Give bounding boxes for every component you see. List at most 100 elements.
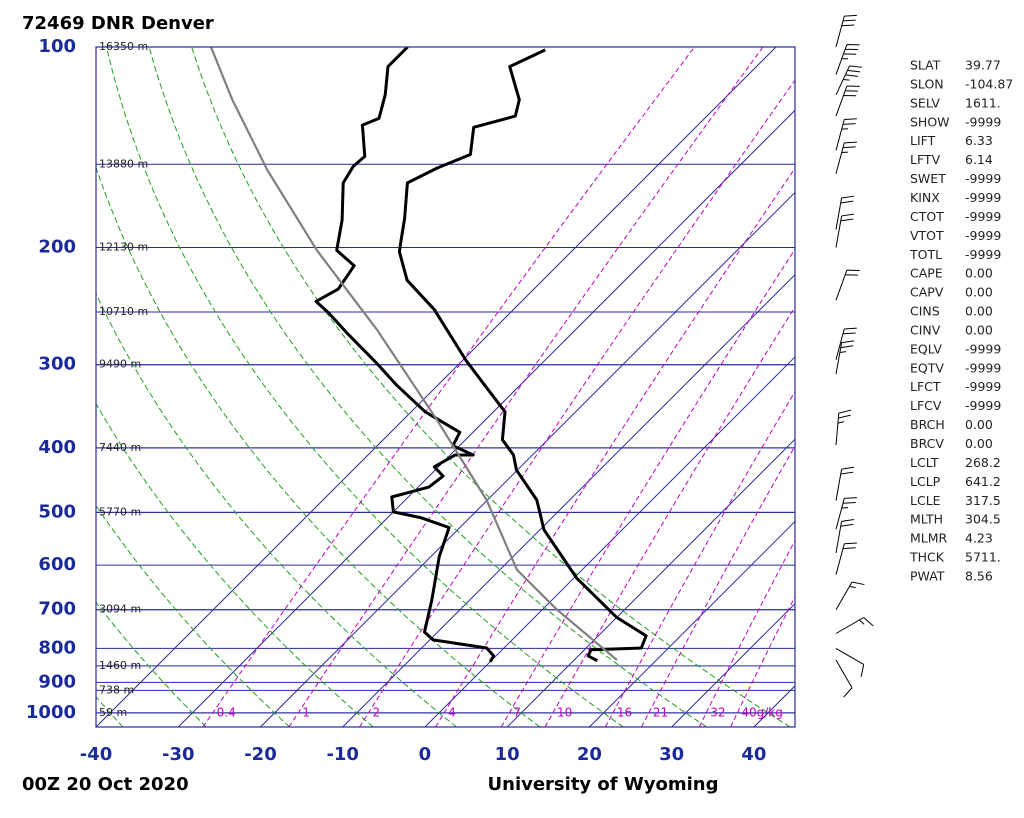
wind-barb: [835, 14, 857, 48]
mixing-ratio-label: 7: [513, 705, 521, 719]
index-value: -9999: [965, 341, 1001, 356]
index-name: CTOT: [910, 209, 944, 224]
index-name: BRCV: [910, 436, 944, 451]
index-name: CINV: [910, 322, 941, 337]
wind-barb: [835, 269, 860, 301]
wind-barb: [835, 85, 860, 117]
mixing-ratio-line: [544, 305, 795, 727]
index-name: SWET: [910, 171, 946, 186]
mixing-ratio-line: [202, 47, 695, 727]
index-name: LCLE: [910, 493, 941, 508]
height-label: 10710 m: [99, 305, 148, 318]
index-name: CAPV: [910, 285, 944, 300]
wind-barb: [835, 65, 863, 96]
profile-line: [314, 47, 496, 663]
x-tick-label: 10: [495, 744, 520, 765]
index-value: 641.2: [965, 474, 1001, 489]
index-value: -104.87: [965, 76, 1013, 91]
wind-barb: [835, 617, 874, 634]
height-label: 7440 m: [99, 441, 141, 454]
index-name: BRCH: [910, 417, 945, 432]
index-value: 1611.: [965, 95, 1001, 110]
index-value: -9999: [965, 360, 1001, 375]
index-name: LCLP: [910, 474, 941, 489]
wind-barb: [835, 213, 855, 248]
x-tick-label: -40: [80, 744, 113, 765]
dry-adiabat: [96, 166, 541, 727]
profile-line: [397, 48, 648, 663]
wind-barb: [835, 647, 865, 677]
index-value: -9999: [965, 247, 1001, 262]
mixing-ratio-label: 21: [653, 705, 668, 719]
index-value: 39.77: [965, 58, 1001, 73]
index-name: EQTV: [910, 360, 944, 375]
x-tick-label: 0: [419, 744, 432, 765]
index-value: 304.5: [965, 512, 1001, 527]
mixing-ratio-label: 1: [302, 705, 310, 719]
wind-barb: [835, 518, 855, 553]
index-value: 268.2: [965, 455, 1001, 470]
chart-subtitle: 00Z 20 Oct 2020: [22, 774, 189, 795]
index-name: SHOW: [910, 114, 950, 129]
mixing-ratio-line: [641, 445, 795, 727]
wind-barb: [835, 466, 855, 501]
index-value: 6.14: [965, 152, 993, 167]
index-value: 0.00: [965, 417, 993, 432]
index-name: EQLV: [910, 341, 942, 356]
index-value: 0.00: [965, 436, 993, 451]
wind-barb: [835, 43, 860, 75]
mixing-ratio-line: [500, 248, 795, 727]
isotherm: [342, 273, 795, 727]
index-value: -9999: [965, 171, 1001, 186]
index-name: LFCT: [910, 379, 941, 394]
y-tick-label: 300: [38, 354, 76, 375]
profiles: [209, 47, 648, 663]
index-value: -9999: [965, 190, 1001, 205]
x-tick-label: -10: [326, 744, 359, 765]
index-name: LCLT: [910, 455, 939, 470]
wind-barb: [835, 327, 857, 360]
dry-adiabat: [148, 47, 707, 727]
mixing-ratio-label: 16: [617, 705, 632, 719]
mixing-ratio-label: 32: [710, 705, 725, 719]
x-tick-label: 20: [577, 744, 602, 765]
index-value: 4.23: [965, 531, 993, 546]
index-name: CINS: [910, 304, 940, 319]
index-name: SLAT: [910, 58, 941, 73]
wind-barb: [835, 659, 853, 698]
isotherm: [589, 520, 795, 727]
height-label: 1460 m: [99, 659, 141, 672]
x-tick-label: 40: [741, 744, 766, 765]
height-label: 9490 m: [99, 358, 141, 371]
chart-title: 72469 DNR Denver: [22, 13, 214, 34]
x-tick-label: -30: [162, 744, 195, 765]
dry-adiabat: [96, 292, 457, 727]
height-label: 738 m: [99, 683, 134, 696]
mixing-ratio-line: [359, 79, 795, 727]
index-value: 5711.: [965, 550, 1001, 565]
index-value: 6.33: [965, 133, 993, 148]
wind-barb: [835, 195, 855, 230]
index-name: THCK: [909, 550, 945, 565]
index-value: 0.00: [965, 304, 993, 319]
isotherm: [671, 602, 795, 727]
mixing-ratio-label: 10: [557, 705, 572, 719]
parcel-line: [209, 47, 618, 661]
grid: [96, 47, 795, 727]
index-value: 0.00: [965, 285, 993, 300]
wind-barb: [835, 581, 865, 610]
y-tick-label: 1000: [26, 702, 76, 723]
index-name: LFTV: [910, 152, 941, 167]
x-tick-label: 30: [659, 744, 684, 765]
dry-adiabat: [106, 47, 624, 727]
source: University of Wyoming: [488, 774, 719, 795]
wind-barb: [835, 118, 857, 151]
dry-adiabat: [96, 504, 291, 727]
mixing-ratio-label: 40g/kg: [741, 705, 783, 719]
y-tick-label: 500: [38, 501, 76, 522]
y-tick-label: 800: [38, 637, 76, 658]
wind-barb: [835, 141, 857, 174]
height-label: 5770 m: [99, 505, 141, 518]
